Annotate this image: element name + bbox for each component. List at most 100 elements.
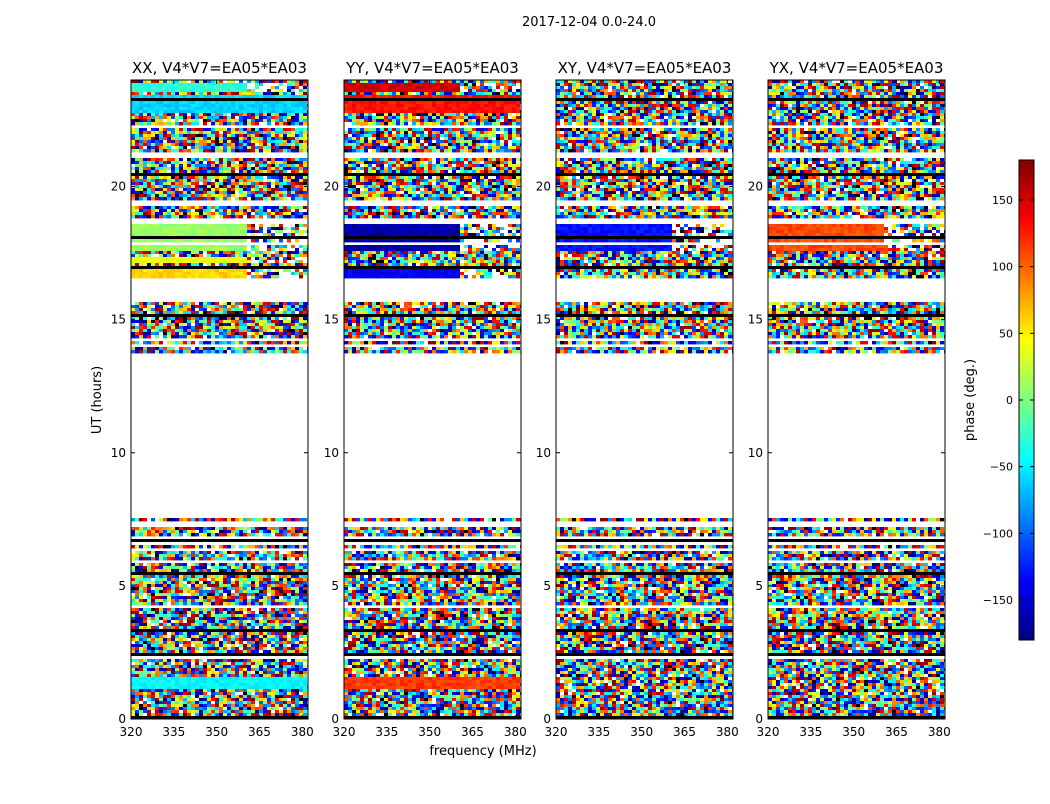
phase-cell	[195, 272, 200, 276]
phase-cell	[147, 578, 152, 582]
phase-cell	[291, 107, 296, 111]
phase-cell	[287, 650, 292, 654]
phase-cell	[179, 269, 184, 273]
phase-cell	[291, 248, 296, 252]
phase-cell	[275, 620, 280, 624]
phase-cell	[167, 134, 172, 138]
phase-cell	[163, 209, 168, 213]
phase-cell	[287, 620, 292, 624]
phase-cell	[243, 209, 248, 213]
phase-cell	[207, 275, 212, 279]
phase-cell	[203, 161, 208, 165]
phase-cell	[235, 224, 240, 228]
phase-cell	[215, 233, 220, 237]
phase-cell	[131, 305, 136, 309]
phase-cell	[267, 326, 272, 330]
phase-cell	[155, 347, 160, 351]
phase-cell	[299, 131, 304, 135]
phase-cell	[283, 662, 288, 666]
phase-cell	[211, 227, 216, 231]
phase-cell	[235, 665, 240, 669]
phase-cell	[167, 86, 172, 90]
phase-cell	[179, 149, 184, 153]
phase-cell	[219, 533, 224, 537]
phase-cell	[271, 149, 276, 153]
phase-cell	[283, 665, 288, 669]
phase-cell	[131, 227, 136, 231]
phase-cell	[207, 533, 212, 537]
phase-cell	[275, 668, 280, 672]
phase-cell	[139, 86, 144, 90]
phase-cell	[231, 620, 236, 624]
phase-cell	[171, 323, 176, 327]
phase-cell	[187, 608, 192, 612]
phase-cell	[211, 212, 216, 216]
phase-cell	[239, 269, 244, 273]
phase-cell	[227, 329, 232, 333]
phase-cell	[143, 92, 148, 96]
phase-cell	[175, 194, 180, 198]
phase-cell	[195, 308, 200, 312]
phase-cell	[239, 113, 244, 117]
phase-cell	[235, 227, 240, 231]
phase-cell	[267, 596, 272, 600]
phase-cell	[139, 239, 144, 243]
phase-cell	[155, 623, 160, 627]
phase-cell	[179, 308, 184, 312]
phase-cell	[259, 185, 264, 189]
phase-cell	[167, 317, 172, 321]
phase-cell	[135, 134, 140, 138]
phase-cell	[191, 554, 196, 558]
phase-cell	[175, 302, 180, 306]
phase-cell	[215, 116, 220, 120]
phase-cell	[155, 530, 160, 534]
phase-cell	[267, 347, 272, 351]
phase-cell	[147, 230, 152, 234]
phase-cell	[275, 638, 280, 642]
phase-cell	[243, 179, 248, 183]
phase-cell	[267, 662, 272, 666]
phase-cell	[135, 83, 140, 87]
phase-cell	[251, 176, 256, 180]
phase-cell	[259, 350, 264, 354]
phase-cell	[239, 641, 244, 645]
phase-cell	[251, 623, 256, 627]
phase-cell	[303, 170, 308, 174]
phase-cell	[287, 659, 292, 663]
phase-cell	[195, 191, 200, 195]
phase-cell	[275, 518, 280, 522]
phase-cell	[163, 674, 168, 678]
phase-cell	[287, 329, 292, 333]
phase-cell	[219, 326, 224, 330]
phase-cell	[195, 110, 200, 114]
phase-cell	[231, 350, 236, 354]
phase-cell	[147, 140, 152, 144]
phase-cell	[135, 677, 140, 681]
phase-cell	[283, 170, 288, 174]
phase-cell	[263, 149, 268, 153]
phase-cell	[247, 257, 252, 261]
phase-cell	[259, 644, 264, 648]
phase-cell	[215, 533, 220, 537]
phase-cell	[259, 320, 264, 324]
phase-cell	[191, 146, 196, 150]
phase-cell	[291, 170, 296, 174]
phase-cell	[283, 263, 288, 267]
phase-cell	[159, 638, 164, 642]
phase-cell	[195, 149, 200, 153]
phase-cell	[271, 557, 276, 561]
phase-cell	[211, 122, 216, 126]
phase-cell	[279, 170, 284, 174]
phase-cell	[271, 215, 276, 219]
phase-cell	[295, 590, 300, 594]
phase-cell	[179, 611, 184, 615]
phase-cell	[191, 599, 196, 603]
phase-cell	[183, 116, 188, 120]
phase-cell	[183, 119, 188, 123]
phase-cell	[267, 182, 272, 186]
phase-cell	[243, 569, 248, 573]
phase-cell	[231, 251, 236, 255]
phase-cell	[291, 80, 296, 84]
phase-cell	[171, 164, 176, 168]
phase-cell	[203, 674, 208, 678]
